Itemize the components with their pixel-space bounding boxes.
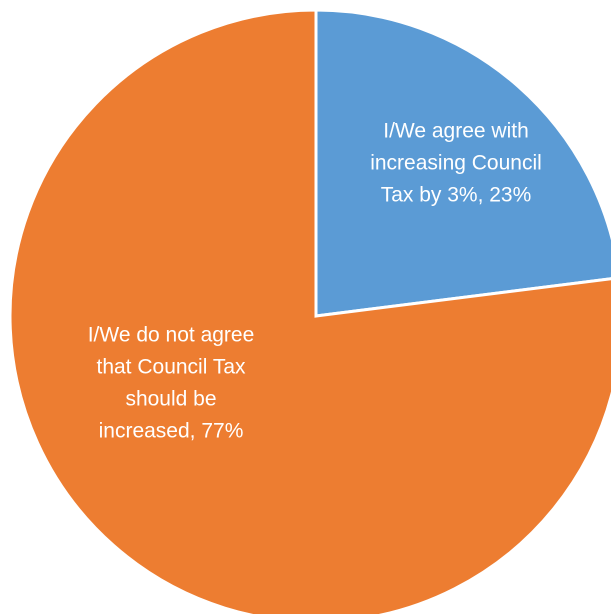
data-label-line: that Council Tax [96,356,246,379]
data-label-1: I/We agree with increasing Council Tax by … [370,120,542,207]
pie-data-labels: I/We agree with increasing Council Tax by … [88,120,542,443]
data-label-line: increasing Council [370,152,542,175]
data-label-2: I/We do not agree that Council Tax should … [88,324,255,443]
data-label-line: I/We do not agree [88,324,255,347]
data-label-line: should be [125,388,216,411]
data-label-line: increased, 77% [99,420,244,443]
data-label-line: I/We agree with [383,120,529,143]
data-label-line: Tax by 3%, 23% [381,184,532,207]
pie-slice-2 [8,8,611,614]
pie-slice-1 [314,8,611,318]
pie-slices [8,8,611,614]
